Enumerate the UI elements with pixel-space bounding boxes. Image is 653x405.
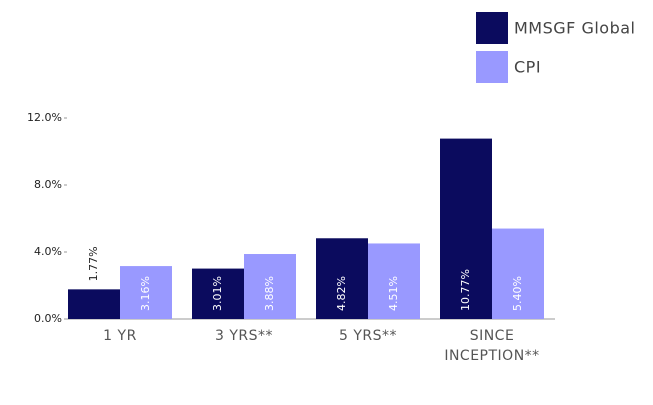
data-label: 4.82%	[335, 276, 348, 311]
y-tick-label: 0.0%	[34, 312, 62, 325]
y-tick-label: 4.0%	[34, 245, 62, 258]
data-label: 10.77%	[459, 269, 472, 311]
data-label: 1.77%	[87, 246, 100, 281]
data-label: 3.01%	[211, 276, 224, 311]
x-tick-label: 3 YRS**	[214, 328, 274, 344]
data-label: 3.88%	[263, 276, 276, 311]
y-tick-label: 8.0%	[34, 178, 62, 191]
bar	[492, 228, 544, 319]
y-tick-label: 12.0%	[27, 111, 62, 124]
data-label: 4.51%	[387, 276, 400, 311]
data-label: 5.40%	[511, 276, 524, 311]
legend-label: CPI	[514, 58, 541, 77]
bar	[244, 254, 296, 319]
x-tick-label: 1 YR	[103, 328, 137, 344]
bar	[192, 268, 244, 319]
bar	[120, 266, 172, 319]
bar	[68, 289, 120, 319]
legend-swatch	[476, 12, 508, 44]
legend-swatch	[476, 51, 508, 83]
data-label: 3.16%	[139, 276, 152, 311]
bar	[368, 243, 420, 319]
x-tick-label: SINCE INCEPTION**	[444, 328, 540, 364]
bar	[440, 138, 492, 319]
x-tick-label: 5 YRS**	[338, 328, 398, 344]
bar	[316, 238, 368, 319]
legend-label: MMSGF Global	[514, 19, 636, 38]
